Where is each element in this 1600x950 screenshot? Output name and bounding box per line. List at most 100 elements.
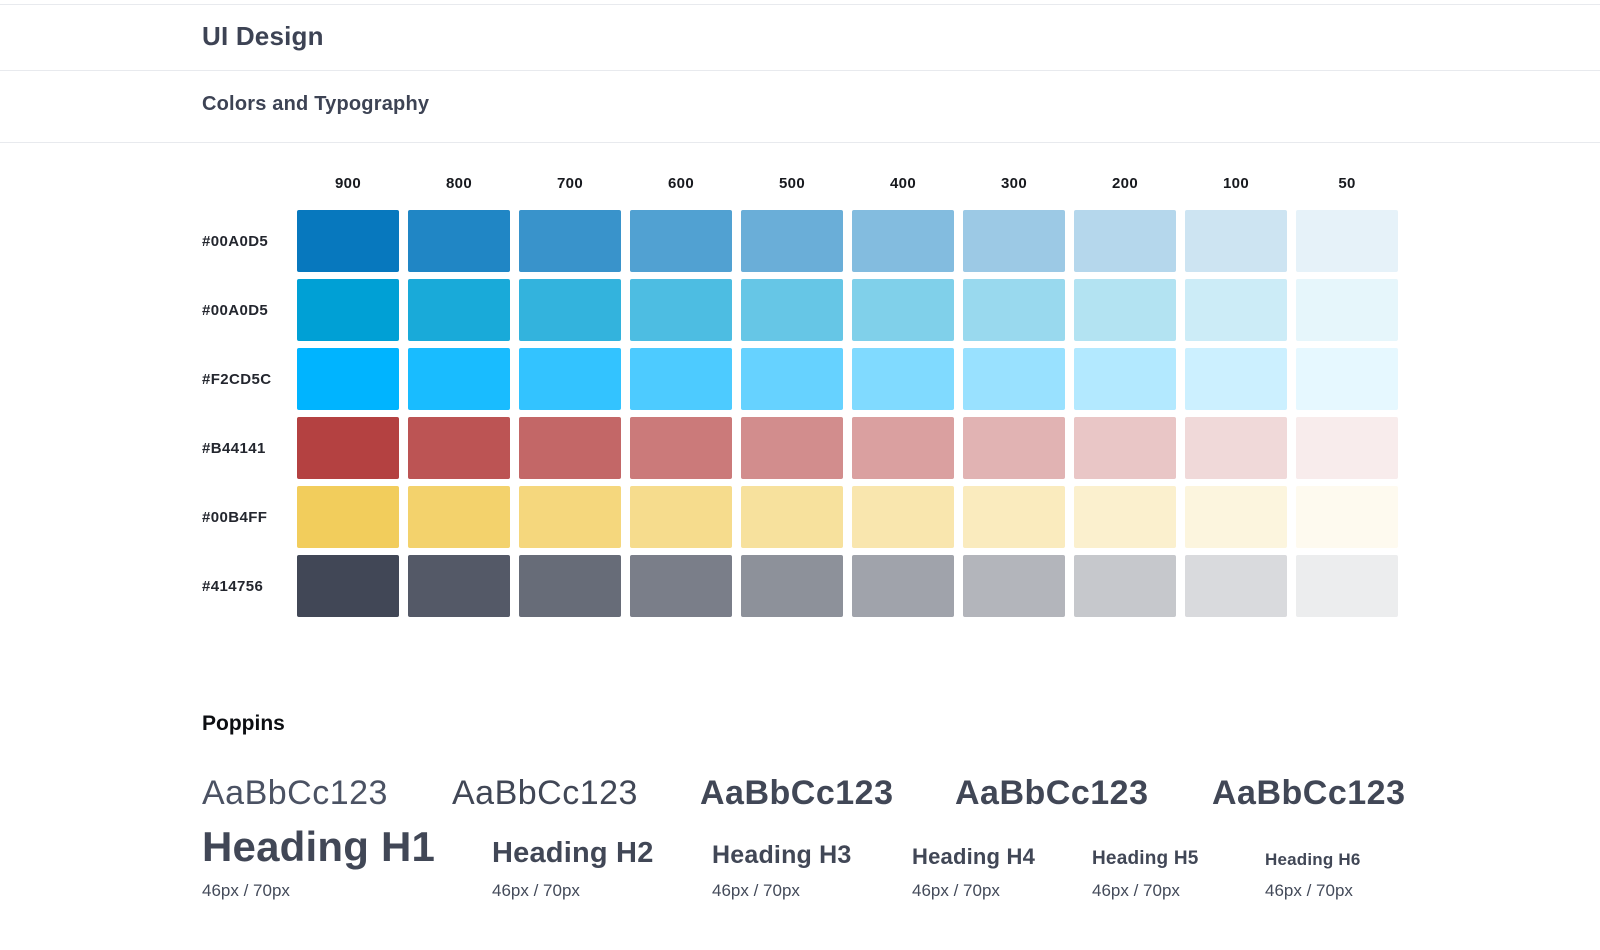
color-swatch-414756-900 [297, 555, 399, 617]
color-swatch-00b4ff-200 [1074, 348, 1176, 410]
color-swatch-f2cd5c-600 [630, 486, 732, 548]
palette-row-label: #414756 [202, 577, 264, 595]
color-swatch-0778be-900 [297, 210, 399, 272]
color-swatch-00b4ff-700 [519, 348, 621, 410]
color-swatch-f2cd5c-900 [297, 486, 399, 548]
color-swatch-f2cd5c-200 [1074, 486, 1176, 548]
heading-spec-h4: 46px / 70px [912, 881, 1000, 900]
color-swatch-f2cd5c-50 [1296, 486, 1398, 548]
color-swatch-b44141-600 [630, 417, 732, 479]
palette-row-label: #00A0D5 [202, 232, 269, 250]
color-swatch-414756-700 [519, 555, 621, 617]
color-swatch-f2cd5c-500 [741, 486, 843, 548]
color-swatch-b44141-500 [741, 417, 843, 479]
color-swatch-00b4ff-400 [852, 348, 954, 410]
palette-row-label: #B44141 [202, 439, 266, 457]
color-swatch-414756-300 [963, 555, 1065, 617]
color-swatch-00b4ff-900 [297, 348, 399, 410]
title-divider [0, 70, 1600, 71]
weight-sample-400: AaBbCc123 [452, 774, 638, 812]
color-swatch-0778be-200 [1074, 210, 1176, 272]
heading-spec-h2: 46px / 70px [492, 881, 580, 900]
color-swatch-0778be-400 [852, 210, 954, 272]
color-swatch-0778be-300 [963, 210, 1065, 272]
weight-sample-800: AaBbCc123 [1212, 774, 1406, 812]
font-family-label: Poppins [202, 712, 285, 735]
color-swatch-0778be-700 [519, 210, 621, 272]
weight-sample-600: AaBbCc123 [700, 774, 894, 812]
shade-header-700: 700 [557, 174, 583, 192]
color-swatch-f2cd5c-700 [519, 486, 621, 548]
color-swatch-b44141-100 [1185, 417, 1287, 479]
color-palette-grid: 900 800 700 600 500 400 300 200 100 50 #00A0D5 #00A… [202, 163, 1398, 617]
shade-header-50: 50 [1338, 174, 1356, 192]
heading-sample-h2: Heading H2 [492, 837, 654, 869]
color-swatch-00a0d5-50 [1296, 279, 1398, 341]
shade-header-300: 300 [1001, 174, 1027, 192]
section-divider [0, 142, 1600, 143]
heading-sample-h5: Heading H5 [1092, 848, 1199, 869]
weight-sample-700: AaBbCc123 [955, 774, 1149, 812]
color-swatch-b44141-700 [519, 417, 621, 479]
shade-header-spacer [202, 163, 288, 203]
color-swatch-414756-400 [852, 555, 954, 617]
heading-sample-h4: Heading H4 [912, 844, 1036, 869]
heading-sample-h3: Heading H3 [712, 841, 852, 869]
top-divider [0, 4, 1600, 5]
color-swatch-00a0d5-300 [963, 279, 1065, 341]
color-swatch-f2cd5c-100 [1185, 486, 1287, 548]
shade-header-500: 500 [779, 174, 805, 192]
color-swatch-0778be-600 [630, 210, 732, 272]
color-swatch-00a0d5-900 [297, 279, 399, 341]
color-swatch-00a0d5-600 [630, 279, 732, 341]
color-swatch-00a0d5-200 [1074, 279, 1176, 341]
color-swatch-00a0d5-400 [852, 279, 954, 341]
section-title: Colors and Typography [202, 93, 430, 115]
palette-row-label: #F2CD5C [202, 370, 272, 388]
shade-header-600: 600 [668, 174, 694, 192]
shade-header-800: 800 [446, 174, 472, 192]
color-swatch-00a0d5-800 [408, 279, 510, 341]
color-swatch-0778be-500 [741, 210, 843, 272]
color-swatch-00b4ff-300 [963, 348, 1065, 410]
palette-row-label: #00A0D5 [202, 301, 269, 319]
weight-sample-300: AaBbCc123 [202, 774, 388, 812]
color-swatch-414756-200 [1074, 555, 1176, 617]
shade-header-400: 400 [890, 174, 916, 192]
heading-spec-h3: 46px / 70px [712, 881, 800, 900]
color-swatch-414756-500 [741, 555, 843, 617]
color-swatch-00a0d5-100 [1185, 279, 1287, 341]
palette-row-label: #00B4FF [202, 508, 268, 526]
shade-header-200: 200 [1112, 174, 1138, 192]
heading-spec-h5: 46px / 70px [1092, 881, 1180, 900]
color-swatch-414756-800 [408, 555, 510, 617]
color-swatch-b44141-200 [1074, 417, 1176, 479]
color-swatch-b44141-400 [852, 417, 954, 479]
color-swatch-00a0d5-500 [741, 279, 843, 341]
color-swatch-00b4ff-800 [408, 348, 510, 410]
color-swatch-00b4ff-100 [1185, 348, 1287, 410]
color-swatch-f2cd5c-400 [852, 486, 954, 548]
heading-sample-h6: Heading H6 [1265, 850, 1361, 869]
color-swatch-414756-600 [630, 555, 732, 617]
color-swatch-00a0d5-700 [519, 279, 621, 341]
color-swatch-414756-50 [1296, 555, 1398, 617]
color-swatch-f2cd5c-300 [963, 486, 1065, 548]
color-swatch-0778be-50 [1296, 210, 1398, 272]
heading-spec-h1: 46px / 70px [202, 881, 290, 900]
page-title: UI Design [202, 21, 324, 51]
color-swatch-00b4ff-50 [1296, 348, 1398, 410]
color-swatch-b44141-900 [297, 417, 399, 479]
color-swatch-414756-100 [1185, 555, 1287, 617]
heading-spec-h6: 46px / 70px [1265, 881, 1353, 900]
color-swatch-0778be-100 [1185, 210, 1287, 272]
color-swatch-0778be-800 [408, 210, 510, 272]
shade-header-900: 900 [335, 174, 361, 192]
color-swatch-b44141-50 [1296, 417, 1398, 479]
color-swatch-00b4ff-500 [741, 348, 843, 410]
color-swatch-00b4ff-600 [630, 348, 732, 410]
color-swatch-b44141-300 [963, 417, 1065, 479]
shade-header-100: 100 [1223, 174, 1249, 192]
heading-sample-h1: Heading H1 [202, 823, 436, 870]
